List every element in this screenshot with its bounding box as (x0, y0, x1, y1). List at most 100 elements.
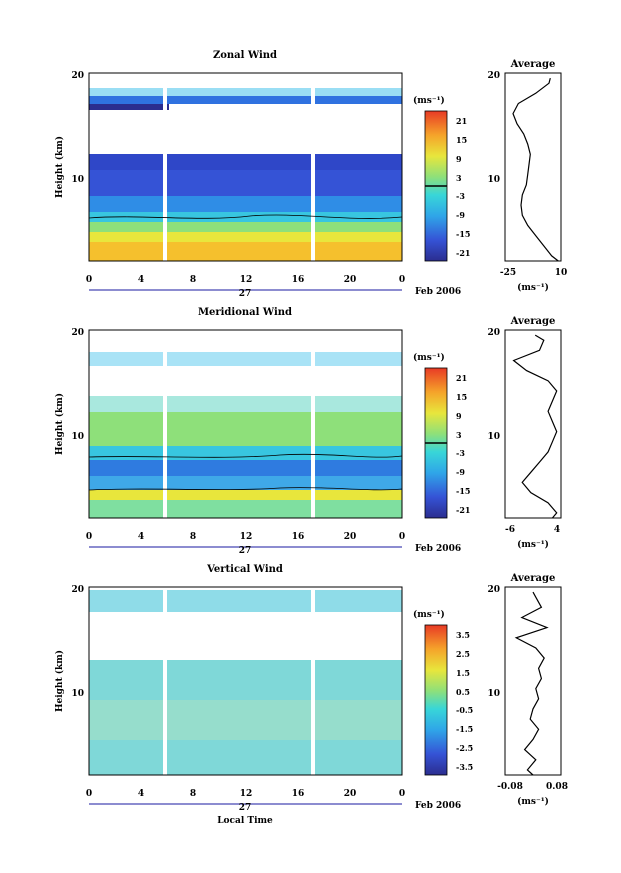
y-tick-label: 10 (487, 689, 500, 699)
heatmap-band (89, 446, 402, 460)
y-tick-label: 20 (487, 585, 500, 595)
colorbar-tick: -2.5 (456, 743, 473, 753)
heatmap-band (89, 460, 402, 476)
heatmap-band (89, 196, 402, 212)
x-tick-label: 0 (399, 789, 405, 799)
x-tick-label: 0 (86, 275, 92, 285)
heatmap-band (89, 232, 402, 242)
panel-zonal-wind: Zonal Wind Height (km) 10 20 0 4 8 (54, 50, 567, 299)
profile-frame (504, 72, 562, 262)
heatmap-field (89, 330, 402, 518)
date-label: 27 (239, 289, 252, 299)
colorbar: (ms⁻¹) 21 15 9 3 -3 -9 -15 -21 (413, 352, 470, 519)
y-tick-label: 20 (487, 71, 500, 81)
profile-line (512, 77, 559, 262)
heatmap-band (89, 612, 402, 660)
colorbar-unit: (ms⁻¹) (413, 609, 445, 620)
profile-x-label: (ms⁻¹) (517, 539, 549, 550)
colorbar-tick: -9 (456, 467, 465, 477)
plot-frame (88, 329, 403, 519)
average-profile: Average 10 20 -0.08 0.08 (ms⁻¹) (487, 573, 567, 807)
colorbar-tick: 15 (456, 135, 467, 145)
x-tick-label: 0 (399, 275, 405, 285)
heatmap-band (89, 500, 402, 518)
x-tick-label: 20 (344, 275, 357, 285)
y-tick-label: 10 (71, 689, 84, 699)
x-axis: 0 4 8 12 16 20 0 27 Feb 2006 (86, 532, 461, 556)
y-axis-label: Height (km) (54, 393, 65, 455)
date-label: 27 (239, 803, 252, 813)
heatmap-band (89, 476, 402, 490)
profile-x-tick: 10 (555, 268, 568, 278)
heatmap-band (89, 352, 402, 366)
colorbar-tick: 1.5 (456, 668, 470, 678)
average-profile: Average 10 20 -6 4 (ms⁻¹) (487, 316, 562, 550)
panel-vertical-wind: Vertical Wind Height (km) 10 20 0 4 8 12… (54, 564, 568, 826)
x-axis: 0 4 8 12 16 20 0 27 Feb 2006 Local Time (86, 789, 461, 826)
colorbar-tick: 15 (456, 392, 467, 402)
x-axis: 0 4 8 12 16 20 0 27 Feb 2006 (86, 275, 461, 299)
heatmap-band (89, 104, 169, 110)
data-gap (163, 330, 167, 518)
x-tick-label: 20 (344, 789, 357, 799)
colorbar: (ms⁻¹) 21 15 9 3 -3 -9 -15 -21 (413, 95, 470, 262)
x-tick-label: 0 (86, 789, 92, 799)
heatmap-band (89, 88, 402, 96)
profile-x-tick: -25 (500, 268, 516, 278)
heatmap-band (89, 700, 402, 740)
x-tick-label: 4 (138, 275, 144, 285)
y-tick-label: 10 (71, 175, 84, 185)
data-gap (311, 330, 315, 518)
profile-line (512, 334, 558, 519)
x-tick-label: 4 (138, 532, 144, 542)
profile-frame (504, 329, 562, 519)
heatmap-band (89, 490, 402, 500)
colorbar-tick: -3.5 (456, 762, 473, 772)
y-tick-label: 20 (487, 328, 500, 338)
y-axis: 10 20 (71, 328, 84, 442)
colorbar-tick: 3.5 (456, 630, 470, 640)
profile-frame (504, 586, 562, 776)
data-gap (311, 73, 315, 261)
data-gap (163, 587, 167, 775)
x-tick-label: 12 (240, 275, 253, 285)
colorbar-tick: 0.5 (456, 687, 470, 697)
colorbar-tick: -3 (456, 448, 465, 458)
y-tick-label: 10 (71, 432, 84, 442)
y-tick-label: 10 (487, 432, 500, 442)
average-profile: Average 10 20 -25 10 (ms⁻¹) (487, 59, 567, 293)
x-tick-label: 8 (190, 789, 196, 799)
profile-x-label: (ms⁻¹) (517, 796, 549, 807)
x-tick-label: 16 (292, 275, 305, 285)
colorbar-tick: -21 (456, 248, 470, 258)
data-gap (311, 587, 315, 775)
colorbar-tick: 21 (456, 116, 467, 126)
x-tick-label: 12 (240, 789, 253, 799)
heatmap-band (89, 212, 402, 222)
heatmap-field (89, 73, 402, 261)
x-axis-label: Local Time (217, 816, 273, 826)
profile-title: Average (510, 59, 556, 70)
colorbar-tick: -1.5 (456, 724, 473, 734)
profile-x-tick: 4 (554, 525, 560, 535)
zero-contour (89, 453, 402, 458)
data-gap (163, 73, 167, 261)
profile-x-tick: -6 (505, 525, 515, 535)
colorbar-tick: -0.5 (456, 705, 473, 715)
colorbar-tick: -21 (456, 505, 470, 515)
heatmap-band (89, 96, 402, 104)
x-tick-label: 12 (240, 532, 253, 542)
heatmap-band (89, 412, 402, 446)
month-label: Feb 2006 (415, 287, 461, 297)
profile-x-tick: -0.08 (497, 782, 523, 792)
colorbar-unit: (ms⁻¹) (413, 95, 445, 106)
heatmap-band (89, 590, 402, 612)
y-tick-label: 10 (487, 175, 500, 185)
x-tick-label: 4 (138, 789, 144, 799)
month-label: Feb 2006 (415, 801, 461, 811)
zero-contour (89, 214, 402, 219)
heatmap-band (89, 154, 402, 170)
colorbar-tick: 3 (456, 430, 462, 440)
colorbar-tick: 3 (456, 173, 462, 183)
